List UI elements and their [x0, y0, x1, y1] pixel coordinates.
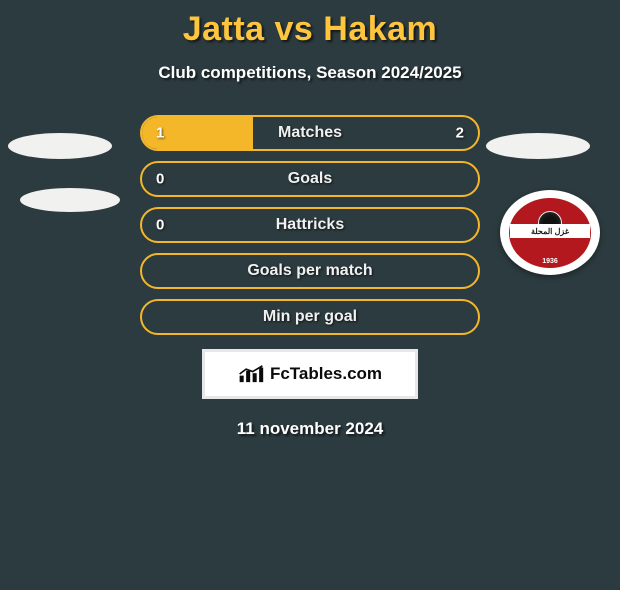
- date-label: 11 november 2024: [0, 419, 620, 439]
- stat-row: 0Hattricks: [140, 207, 480, 243]
- stat-label: Min per goal: [142, 308, 478, 326]
- stat-row: Goals per match: [140, 253, 480, 289]
- stat-label: Hattricks: [142, 216, 478, 234]
- stat-row: 0Goals: [140, 161, 480, 197]
- stat-label: Goals: [142, 170, 478, 188]
- club-badge-year: 1936: [542, 258, 558, 265]
- player-photo-placeholder: [20, 188, 120, 212]
- subtitle: Club competitions, Season 2024/2025: [0, 63, 620, 83]
- stat-label: Matches: [142, 124, 478, 142]
- club-badge-outer: غزل المحلة 1936: [500, 190, 600, 275]
- stat-row: 1 2Matches: [140, 115, 480, 151]
- bar-chart-icon: [238, 363, 264, 385]
- club-badge-right: غزل المحلة 1936: [500, 190, 600, 275]
- stat-value-left: 0: [156, 217, 164, 234]
- brand-box[interactable]: FcTables.com: [202, 349, 418, 399]
- player-photo-placeholder: [8, 133, 112, 159]
- page-title: Jatta vs Hakam: [0, 10, 620, 49]
- club-badge-inner: غزل المحلة 1936: [509, 198, 591, 268]
- stat-value-left: 0: [156, 171, 164, 188]
- stat-label: Goals per match: [142, 262, 478, 280]
- stat-value-right: 2: [456, 125, 464, 142]
- stat-value-left: 1: [156, 125, 164, 142]
- brand-label: FcTables.com: [270, 364, 382, 384]
- club-badge-ribbon: غزل المحلة: [510, 224, 590, 238]
- stat-row: Min per goal: [140, 299, 480, 335]
- player-photo-placeholder: [486, 133, 590, 159]
